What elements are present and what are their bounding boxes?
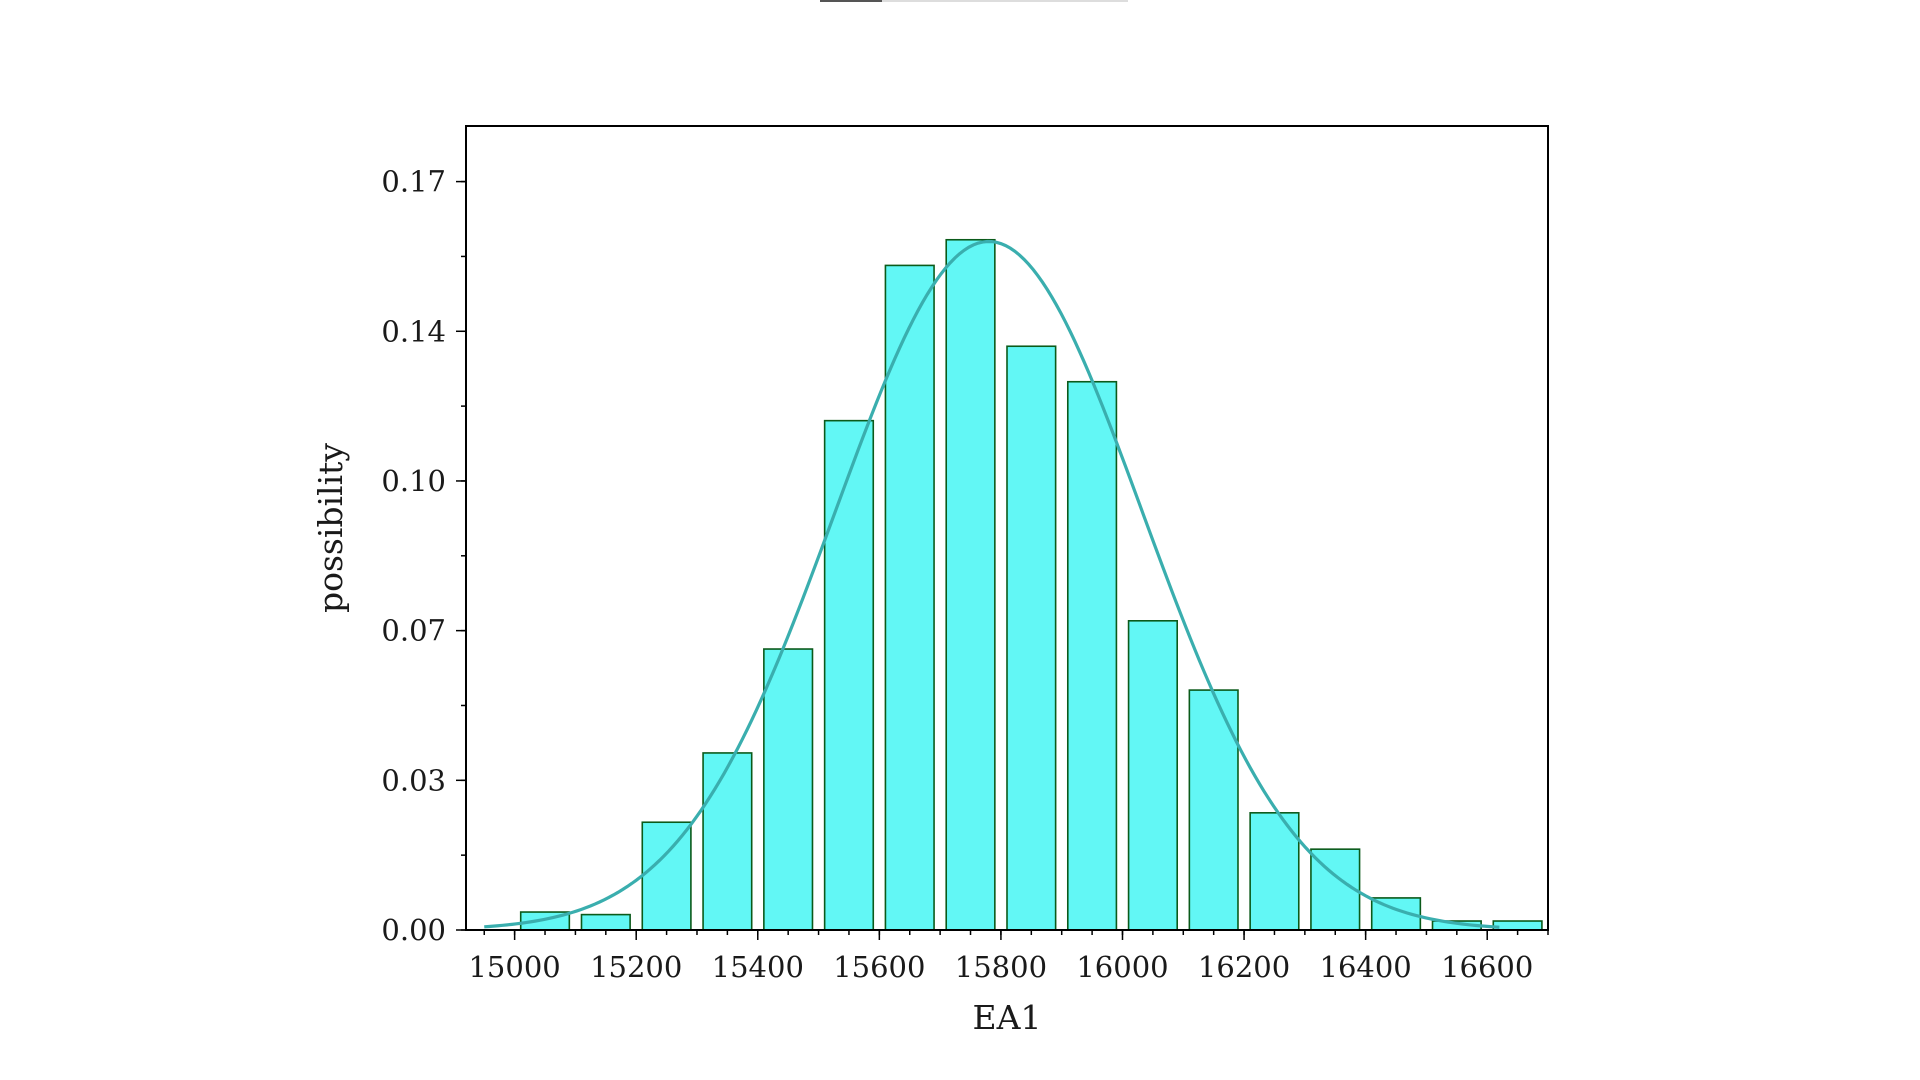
bar-5 <box>823 419 875 931</box>
y-axis-label: possibility <box>311 443 350 613</box>
bar-9 <box>1066 380 1118 931</box>
top-strip-dark <box>820 0 882 2</box>
y-tick-label: 0.03 <box>381 763 446 797</box>
top-strip-light <box>882 0 1128 2</box>
bar-6 <box>884 264 935 931</box>
bar-7 <box>945 238 996 931</box>
bars-group <box>519 238 1543 931</box>
x-tick-label: 16400 <box>1320 950 1412 984</box>
y-tick-label: 0.10 <box>381 464 446 498</box>
x-tick-label: 15600 <box>833 950 925 984</box>
fit-curve <box>484 239 1500 929</box>
bar-3 <box>702 752 753 931</box>
x-tick-label: 15400 <box>712 950 804 984</box>
x-tick-label: 16000 <box>1076 950 1168 984</box>
axes-group: 0.00 0.03 0.07 0.10 0.14 0.17 15000 15200 15400 1… <box>381 125 1549 984</box>
bar-4 <box>763 648 814 931</box>
bar-2 <box>641 821 692 931</box>
bar-10 <box>1127 620 1179 931</box>
plot-frame <box>465 125 1549 931</box>
x-axis-label: EA1 <box>973 998 1042 1037</box>
y-tick-label: 0.17 <box>381 165 446 199</box>
x-tick-label: 15000 <box>468 950 560 984</box>
x-tick-label: 15200 <box>590 950 682 984</box>
x-tick-label: 16200 <box>1198 950 1290 984</box>
y-tick-label: 0.14 <box>381 314 446 348</box>
bar-8 <box>1006 345 1057 931</box>
bar-12 <box>1249 812 1300 931</box>
y-tick-label: 0.07 <box>381 614 446 648</box>
bar-16 <box>1492 920 1543 931</box>
y-tick-label: 0.00 <box>381 913 446 947</box>
x-tick-label: 15800 <box>955 950 1047 984</box>
bar-1 <box>580 913 631 931</box>
x-tick-label: 16600 <box>1441 950 1533 984</box>
bar-11 <box>1188 689 1239 931</box>
